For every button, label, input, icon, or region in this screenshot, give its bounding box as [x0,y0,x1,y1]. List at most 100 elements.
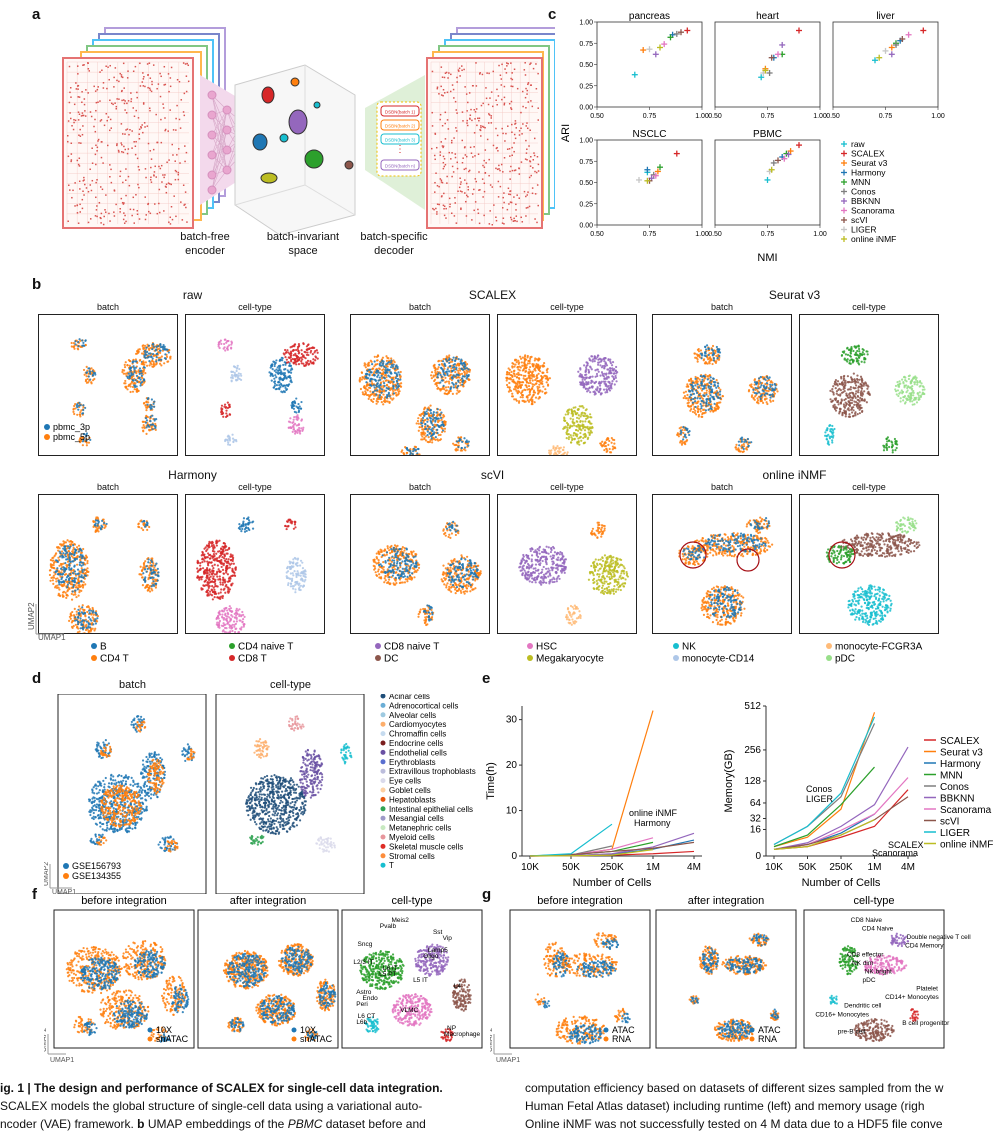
scatter-liver: liver 0.50 0.75 1.00 [826,11,945,120]
legend-item: Seurat v3 [851,158,888,168]
cluster [829,994,838,1005]
cluster [909,1008,920,1022]
x-tick: 1M [646,862,660,873]
point-bbknn [785,151,792,158]
cluster [577,354,619,396]
point-scanorama [652,172,659,179]
legend-item: Hepatoblasts [389,795,436,804]
cluster [226,952,268,988]
cluster [99,744,113,758]
point-scvi [768,54,775,61]
umap-raw-cell-type [185,314,325,456]
cluster [599,436,617,454]
cluster [690,996,699,1005]
x-tick: 50K [799,862,817,873]
point-bbknn [779,41,786,48]
cluster [518,545,567,586]
scatter-pancreas: pancreas 0.00 0.25 0.50 0.75 1.00 0.50 0.75 1.00 [579,11,709,120]
memory-line-online-inmf [773,819,875,850]
y-tick: 0.75 [579,159,593,166]
cluster [112,999,149,1029]
fg-axis-y: UMAP2 [44,1028,48,1052]
panel-g-cell-type: CD8 Naive CD4 Naive Double negative T cell… [803,909,972,1049]
c-xlabel: NMI [757,252,777,264]
panel-e-letter: e [482,670,491,687]
b-method-title: online iNMF [762,468,827,482]
cluster [700,585,746,626]
cluster [54,544,88,593]
cluster [863,954,908,976]
cluster [215,605,246,633]
cluster [455,437,470,450]
umap-online-inmf-cell-type [799,494,939,634]
celltype-label: Peri [356,1001,368,1008]
y-tick: 1.00 [579,20,593,27]
e-time-ylabel: Time(h) [485,762,497,799]
cluster [126,360,146,389]
cluster [737,436,753,451]
cluster [770,1008,780,1020]
point-conos [770,159,777,166]
celltype-label: Dendritic cell [844,1003,882,1010]
dsbn-label-3: DSBN(batch 3) [385,138,416,143]
y-tick: 0.00 [579,105,593,112]
cluster [224,433,238,447]
legend-item: monocyte-CD14 [682,654,755,665]
dsbn-label-1: DSBN(batch 1) [385,110,416,115]
decoder-label: batch-specific decoder [354,230,434,258]
umap-raw-batch: pbmc_3p pbmc_5p [38,314,178,456]
cluster [451,978,472,1012]
point-conos [673,30,680,37]
cluster [701,946,720,974]
legend-item: Erythroblasts [389,758,436,767]
celltype-label: Lamp5 [428,947,448,954]
caption-l3a: ncoder (VAE) framework. [0,1117,138,1131]
point-liger [636,176,642,183]
cluster [142,558,160,588]
umap-harmony-cell-type [185,494,325,634]
y-tick: 0.75 [579,41,593,48]
b-subtitle: cell-type [550,482,584,492]
cluster [613,1007,626,1023]
legend-item: Adrenocortical cells [389,701,458,710]
celltype-label: Platelet [916,986,938,993]
legend-item: Chromaffin cells [389,730,446,739]
point-mnn [667,34,674,41]
cluster [85,367,97,381]
point-scanorama [775,51,781,58]
x-tick: 0.75 [761,231,775,238]
cluster [220,401,232,419]
fg-batch-legend: 10X [300,1025,316,1035]
point-bbknn [652,51,659,58]
cluster [377,546,418,580]
x-tick: 0.50 [826,113,840,120]
input-matrix-stack [62,27,226,229]
x-tick: 0.50 [590,231,604,238]
legend-item: Seurat v3 [940,748,983,759]
celltype-label: Double negative T cell [907,934,972,941]
cluster [534,993,546,1006]
e-annot: Harmony [634,818,671,828]
cluster [446,557,480,589]
b-subtitle: cell-type [852,482,886,492]
cluster [230,364,243,383]
legend-item: Eye cells [389,777,421,786]
point-online-inmf [876,54,883,61]
encoder-label-l2: encoder [185,245,225,257]
fg-subtitle: after integration [688,895,764,907]
scatter-title: pancreas [629,11,670,22]
point-harmony [644,166,651,173]
cluster [78,436,91,447]
cluster [621,1012,631,1024]
cluster [679,425,691,441]
point-online-inmf [644,177,651,184]
panel-d-celltype-title: cell-type [270,679,311,691]
b-method-title: scVI [480,468,505,482]
e-time-xlabel: Number of Cells [573,877,652,889]
cluster [704,532,767,553]
caption-right-line1: computation efficiency based on datasets… [525,1081,944,1095]
scatter-title: heart [756,11,779,22]
